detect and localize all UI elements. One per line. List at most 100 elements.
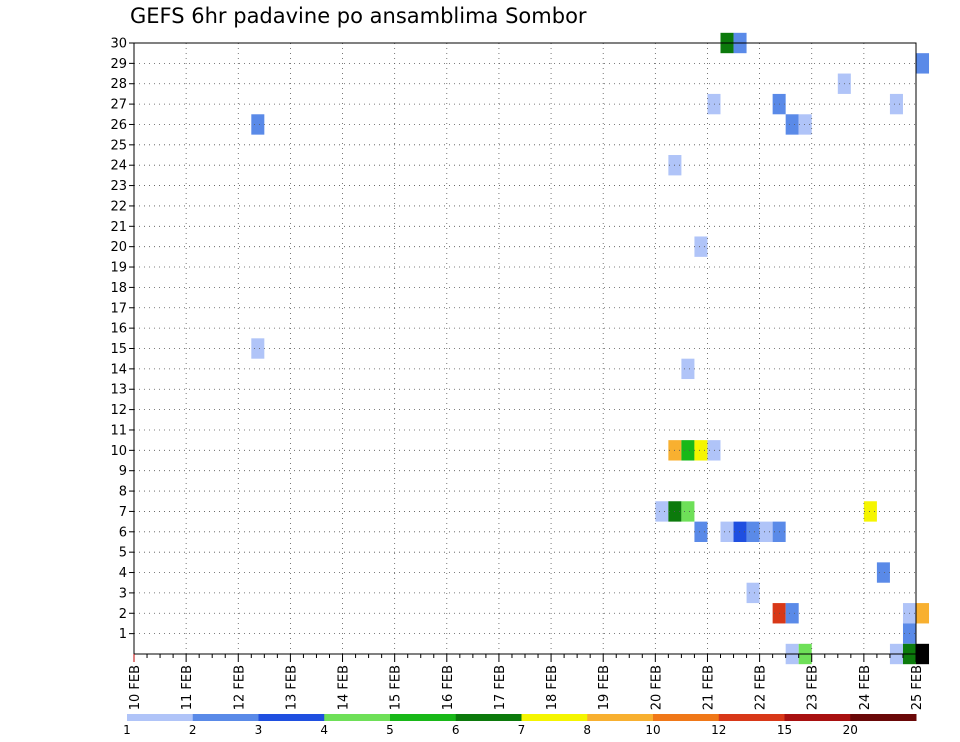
colorbar-swatch [718, 714, 785, 721]
colorbar-swatch [784, 714, 851, 721]
colorbar-label: 20 [843, 723, 858, 737]
y-tick-label: 4 [119, 566, 127, 581]
x-tick-label: 14 FEB [337, 665, 352, 710]
y-tick-label: 8 [119, 485, 127, 500]
precip-cell [720, 521, 734, 542]
x-tick-label: 12 FEB [232, 665, 247, 710]
colorbar-swatch [521, 714, 588, 721]
colorbar-label: 12 [711, 723, 726, 737]
y-tick-label: 9 [119, 464, 127, 479]
colorbar-swatch [455, 714, 522, 721]
colorbar-label: 6 [452, 723, 460, 737]
y-tick-label: 23 [110, 179, 127, 194]
cells-layer [251, 32, 930, 665]
x-axis: 10 FEB 11 FEB 12 FEB 13 FEB 14 FEB 15 FEB 16 F… [128, 654, 925, 710]
y-tick-label: 20 [110, 240, 127, 255]
colorbar-swatch [390, 714, 457, 721]
y-tick-label: 21 [110, 220, 127, 235]
precip-cell [916, 603, 930, 624]
y-tick-label: 27 [110, 98, 127, 113]
y-tick-label: 29 [110, 57, 127, 72]
colorbar-swatch [127, 714, 194, 721]
y-tick-label: 1 [119, 627, 127, 642]
x-tick-label: 15 FEB [389, 665, 404, 710]
colorbar-label: 7 [518, 723, 526, 737]
x-tick-label: 18 FEB [545, 665, 560, 710]
precip-cell [746, 582, 760, 604]
x-tick-label: 23 FEB [806, 665, 821, 710]
precip-cell [733, 521, 747, 542]
colorbar-swatch [587, 714, 654, 721]
grid-layer [134, 43, 916, 654]
y-axis: 1234567891011121314151617181920212223242… [110, 37, 134, 642]
colorbar-label: 2 [189, 723, 197, 737]
colorbar: 1 2 3 4 5 6 7 8 10 12 15 20 [123, 714, 917, 737]
precip-cell [916, 643, 930, 665]
y-tick-label: 24 [110, 159, 127, 174]
colorbar-swatch [653, 714, 720, 721]
y-tick-label: 14 [110, 362, 127, 377]
x-tick-label: 22 FEB [754, 665, 769, 710]
y-tick-label: 2 [119, 607, 127, 622]
y-tick-label: 25 [110, 138, 127, 153]
y-tick-label: 16 [110, 322, 127, 337]
y-tick-label: 19 [110, 261, 127, 276]
y-tick-label: 15 [110, 342, 127, 357]
x-tick-label: 16 FEB [441, 665, 456, 710]
y-tick-label: 22 [110, 199, 127, 214]
y-tick-label: 5 [119, 546, 127, 561]
x-tick-label: 10 FEB [128, 665, 143, 710]
precip-cell [863, 501, 877, 522]
chart-title: GEFS 6hr padavine po ansamblima Sombor [130, 4, 587, 28]
precip-cell [694, 440, 708, 461]
y-tick-label: 12 [110, 403, 127, 418]
precip-cell [889, 93, 903, 115]
colorbar-label: 1 [123, 723, 131, 737]
y-tick-label: 26 [110, 118, 127, 133]
precip-cell [681, 440, 695, 461]
precip-cell [707, 440, 721, 461]
colorbar-label: 3 [255, 723, 263, 737]
precip-cell [655, 501, 669, 522]
colorbar-label: 15 [777, 723, 792, 737]
y-tick-label: 13 [110, 383, 127, 398]
colorbar-label: 10 [645, 723, 660, 737]
precip-cell [785, 603, 799, 624]
precip-cell [785, 114, 799, 135]
precip-cell [251, 114, 265, 135]
colorbar-swatch [850, 714, 917, 721]
colorbar-swatch [192, 714, 259, 721]
x-tick-label: 17 FEB [493, 665, 508, 710]
x-tick-label: 20 FEB [649, 665, 664, 710]
precip-cell [707, 93, 721, 115]
colorbar-label: 5 [386, 723, 394, 737]
colorbar-label: 8 [583, 723, 591, 737]
x-tick-label: 24 FEB [858, 665, 873, 710]
y-tick-label: 10 [110, 444, 127, 459]
colorbar-swatch [324, 714, 391, 721]
precip-cell [746, 521, 760, 542]
precip-cell [251, 338, 265, 359]
x-tick-label: 13 FEB [284, 665, 299, 710]
precip-cell [694, 236, 708, 257]
precip-cell [681, 358, 695, 380]
x-tick-label: 19 FEB [597, 665, 612, 710]
x-tick-label: 21 FEB [701, 665, 716, 710]
x-tick-label: 25 FEB [910, 665, 925, 710]
y-tick-label: 6 [119, 525, 127, 540]
y-tick-label: 28 [110, 77, 127, 92]
precip-cell [694, 521, 708, 542]
colorbar-swatch [258, 714, 325, 721]
y-tick-label: 7 [119, 505, 127, 520]
colorbar-label: 4 [320, 723, 328, 737]
precip-cell [759, 521, 773, 542]
precip-cell [916, 53, 930, 74]
y-tick-label: 3 [119, 586, 127, 601]
precip-cell [681, 501, 695, 522]
precip-cell [876, 562, 890, 583]
precip-cell [798, 114, 812, 135]
y-tick-label: 30 [110, 37, 127, 52]
x-tick-label: 11 FEB [180, 665, 195, 710]
y-tick-label: 11 [110, 423, 127, 438]
